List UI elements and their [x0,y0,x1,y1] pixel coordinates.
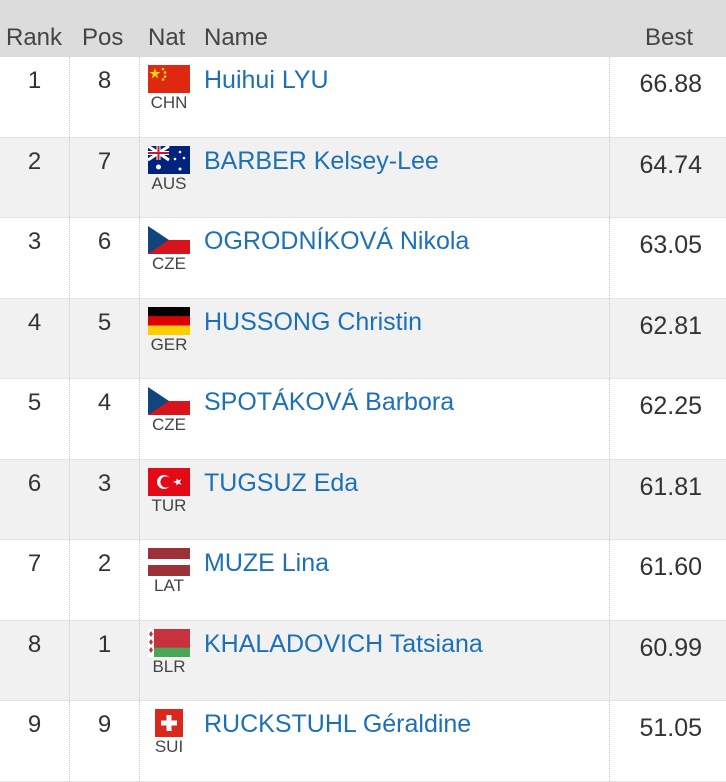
pos-cell: 2 [70,540,140,620]
pos-cell: 3 [70,459,140,540]
best-cell: 60.99 [639,633,702,662]
flag-icon [148,628,190,657]
athlete-name[interactable]: SPOTÁKOVÁ Barbora [200,379,610,459]
pos-cell: 4 [70,379,140,459]
athlete-name[interactable]: TUGSUZ Eda [200,459,610,540]
header-name: Name [204,24,269,51]
flag-icon [148,226,190,255]
table-row: 7 2 LAT MUZE Lina 61.60 [0,540,726,621]
flag-icon [148,387,190,416]
rank-cell: 7 [0,540,70,620]
pos-cell: 9 [70,701,140,781]
best-cell: 63.05 [639,231,702,260]
athlete-name[interactable]: HUSSONG Christin [200,298,610,379]
table-row: 3 6 CZE OGRODNÍKOVÁ Nikola 63.05 [0,218,726,299]
pos-cell: 5 [70,298,140,379]
nat-cell: BLR [140,621,200,701]
athlete-name[interactable]: OGRODNÍKOVÁ Nikola [200,218,610,298]
table-row: 8 1 BLR KHALADOVICH Tatsiana 60.99 [0,620,726,702]
athlete-name[interactable]: MUZE Lina [200,540,610,620]
athlete-name[interactable]: Huihui LYU [200,57,610,137]
nat-code: TUR [151,495,187,515]
nat-cell: CZE [140,218,200,298]
pos-cell: 6 [70,218,140,298]
nat-cell: TUR [140,460,200,540]
nat-code: BLR [152,656,186,676]
rank-cell: 2 [0,137,70,218]
best-cell: 62.25 [639,392,702,421]
rank-cell: 3 [0,218,70,298]
rank-cell: 4 [0,298,70,379]
nat-code: AUS [151,173,187,193]
nat-code: SUI [154,737,184,757]
header-pos: Pos [82,24,124,51]
flag-icon [148,306,190,335]
table-row: 5 4 CZE SPOTÁKOVÁ Barbora 62.25 [0,379,726,460]
nat-code: CHN [150,93,188,112]
flag-icon [155,709,183,738]
table-row: 6 3 TUR TUGSUZ Eda 61.81 [0,459,726,541]
nat-cell: AUS [140,138,200,218]
flag-icon [148,467,190,496]
header-nat: Nat [148,24,186,51]
header-rank: Rank [6,24,63,51]
rank-cell: 8 [0,620,70,701]
nat-code: LAT [154,576,184,596]
best-cell: 64.74 [639,150,702,179]
nat-cell: CZE [140,379,200,459]
rank-cell: 1 [0,57,70,137]
header-row: Rank Pos Nat Name Best [0,0,726,57]
table-row: 2 7 AUS BARBER Kelsey-Lee 64.74 [0,137,726,219]
table-row: 4 5 GER HUSSONG Christin 62.81 [0,298,726,380]
athlete-name[interactable]: BARBER Kelsey-Lee [200,137,610,218]
flag-icon [148,145,190,174]
pos-cell: 1 [70,620,140,701]
rank-cell: 6 [0,459,70,540]
pos-cell: 7 [70,137,140,218]
flag-icon [148,65,190,93]
best-cell: 62.81 [639,311,702,340]
nat-code: CZE [152,254,186,274]
table-row: 1 8 CHN Huihui LYU 66.88 [0,57,726,138]
nat-code: GER [150,334,188,354]
nat-cell: LAT [140,540,200,620]
best-cell: 61.60 [639,553,702,582]
athlete-name[interactable]: KHALADOVICH Tatsiana [200,620,610,701]
best-cell: 51.05 [639,714,702,743]
nat-cell: CHN [140,57,200,137]
header-best: Best [645,24,694,51]
flag-icon [148,548,190,577]
pos-cell: 8 [70,57,140,137]
nat-cell: GER [140,299,200,379]
best-cell: 66.88 [639,70,702,98]
rank-cell: 9 [0,701,70,781]
nat-cell: SUI [140,701,200,781]
best-cell: 61.81 [639,472,702,501]
nat-code: CZE [152,415,186,435]
table-row: 9 9 SUI RUCKSTUHL Géraldine 51.05 [0,701,726,782]
athlete-name[interactable]: RUCKSTUHL Géraldine [200,701,610,781]
rank-cell: 5 [0,379,70,459]
